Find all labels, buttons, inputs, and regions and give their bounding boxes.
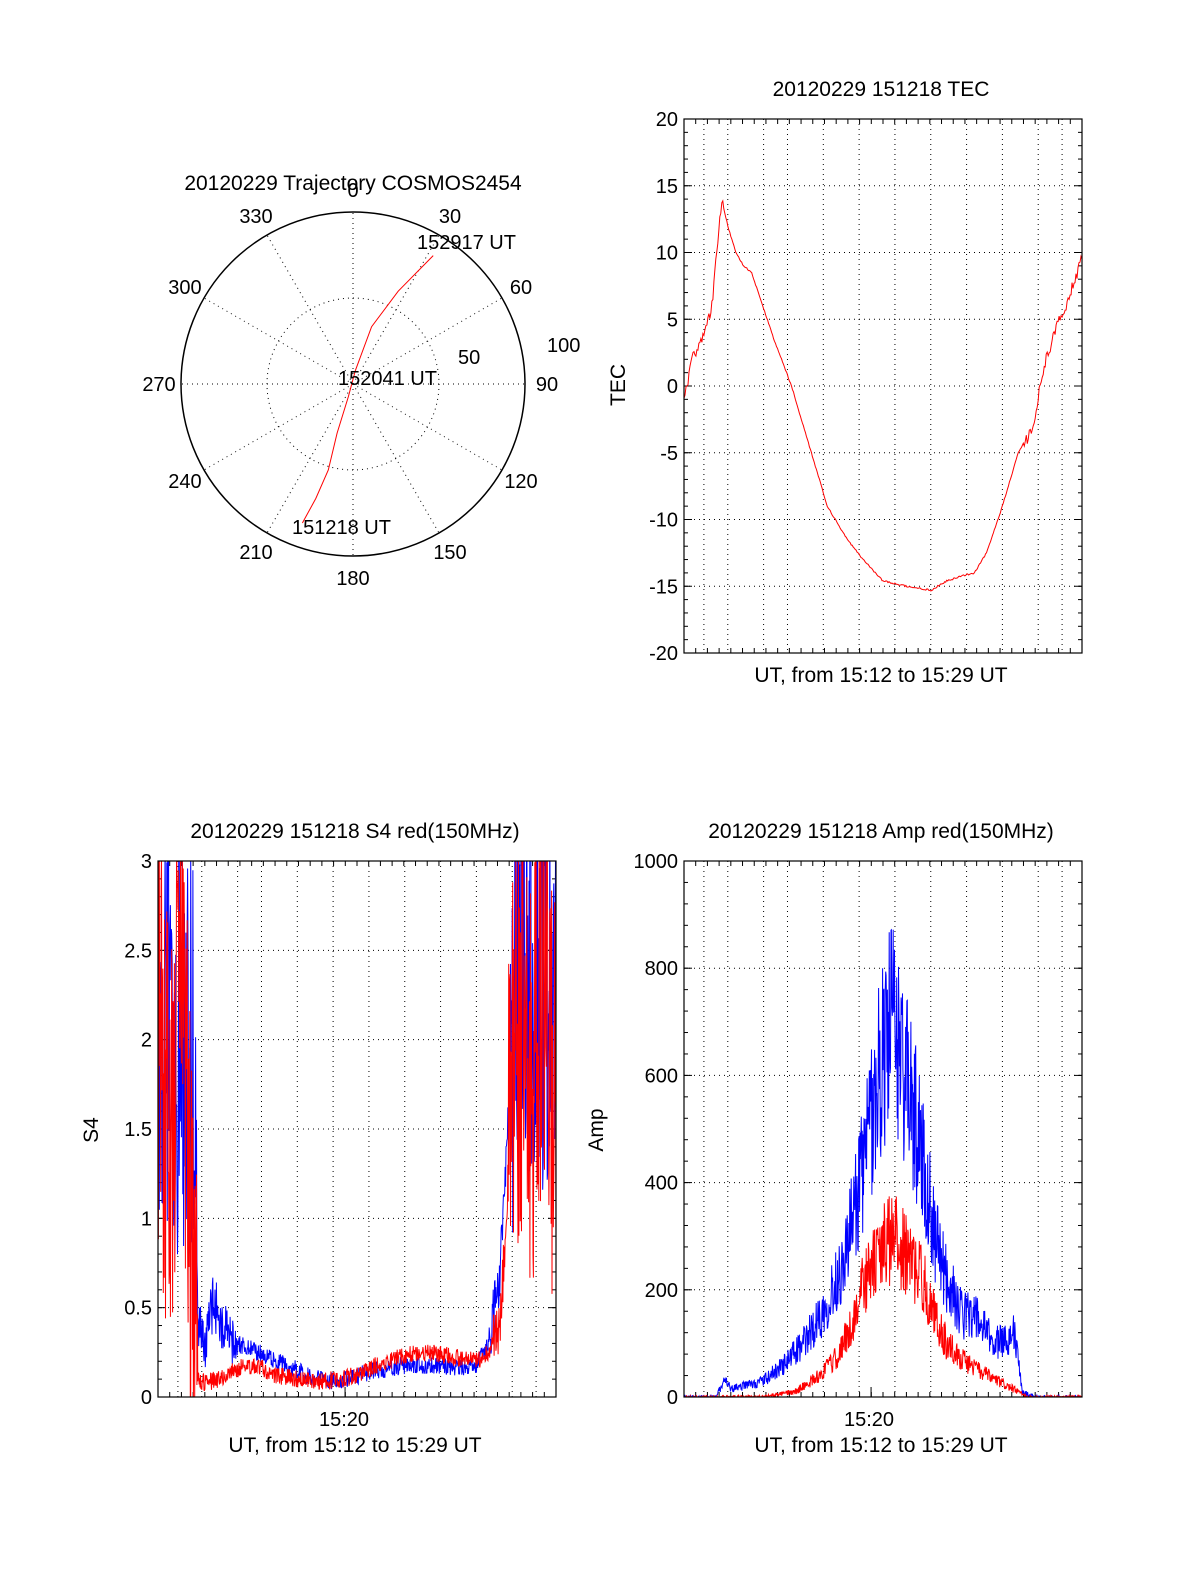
y-tick-label: -5 [660,443,678,465]
chart-title: 20120229 151218 S4 red(150MHz) [190,820,519,843]
annotation-end-time: 152917 UT [417,232,516,254]
y-tick-label: 0.5 [124,1298,152,1320]
y-tick-label: 1000 [634,851,679,873]
y-tick-label: 3 [141,851,152,873]
series-line-blue [158,861,556,1390]
axes-frame [683,860,1083,1398]
axes-frame [157,860,557,1398]
y-tick-label: 2 [141,1030,152,1052]
azimuth-label: 300 [168,277,201,299]
annotation-mid-time: 152041 UT [338,368,437,390]
trajectory-chart: 20120229 Trajectory COSMOS2454 0 30 60 90 12… [142,172,580,590]
gridline-spoke [203,297,354,385]
gridline-spoke [266,383,354,534]
series-line-blue [684,928,1082,1397]
azimuth-label: 240 [168,471,201,493]
y-tick-label: 0 [667,1387,678,1409]
y-tick-label: 800 [645,958,678,980]
radius-label-50: 50 [458,347,480,369]
gridline-spoke [352,234,440,385]
chart-title: 20120229 Trajectory COSMOS2454 [184,172,522,195]
x-tick-label: 15:20 [844,1409,894,1431]
axes-frame [683,118,1083,654]
series-line-red [684,199,1082,592]
y-tick-label: 20 [656,109,678,131]
x-axis-label: UT, from 15:12 to 15:29 UT [754,664,1007,687]
x-axis-label: UT, from 15:12 to 15:29 UT [754,1434,1007,1457]
s4-chart: 20120229 151218 S4 red(150MHz) 15:20 UT,… [80,820,557,1457]
y-tick-label: -10 [649,510,678,532]
outer-circle [180,211,526,557]
annotation-start-time: 151218 UT [292,517,391,539]
azimuth-label: 210 [239,542,272,564]
series-group [684,928,1082,1397]
azimuth-label: 120 [504,471,537,493]
y-tick-label: 200 [645,1280,678,1302]
x-tick-label: 15:20 [319,1409,369,1431]
series-group [158,861,556,1397]
tec-chart: 20120229 151218 TEC UT, from 15:12 to 15… [607,78,1083,687]
series-group [684,199,1082,592]
azimuth-label: 90 [536,374,558,396]
y-tick-label: 400 [645,1173,678,1195]
gridline-spoke [352,297,503,385]
y-tick-label: 0 [141,1387,152,1409]
azimuth-labels: 0 30 60 90 120 150 180 210 240 270 300 330 [142,180,558,590]
azimuth-label: 0 [347,180,358,202]
y-axis-label: S4 [80,1117,103,1143]
series-line-red [158,861,556,1397]
chart-title: 20120229 151218 Amp red(150MHz) [708,820,1054,843]
y-tick-label: 0 [667,376,678,398]
y-tick-label: 5 [667,309,678,331]
amp-chart: 20120229 151218 Amp red(150MHz) 15:20 UT… [585,820,1083,1457]
y-tick-label: -20 [649,643,678,665]
y-tick-label: -15 [649,576,678,598]
chart-title: 20120229 151218 TEC [773,78,990,101]
y-tick-label: 2.5 [124,940,152,962]
plot-area [684,119,1082,653]
y-axis-label: TEC [607,364,630,406]
trajectory-series-line [301,255,434,524]
plot-area [158,861,556,1397]
y-tick-label: 600 [645,1065,678,1087]
azimuth-label: 270 [142,374,175,396]
gridline-spoke [266,234,354,385]
y-tick-label: 1.5 [124,1119,152,1141]
azimuth-label: 150 [433,542,466,564]
y-tick-label: 1 [141,1208,152,1230]
azimuth-label: 180 [336,568,369,590]
x-axis-label: UT, from 15:12 to 15:29 UT [228,1434,481,1457]
plot-area [684,861,1082,1397]
y-axis-label: Amp [585,1108,608,1151]
azimuth-label: 60 [510,277,532,299]
gridline-spoke [203,383,354,471]
gridline-spoke [352,383,440,534]
gridline-spoke [352,383,503,471]
y-tick-label: 15 [656,176,678,198]
polar-grid [180,211,526,557]
y-tick-label: 10 [656,243,678,265]
azimuth-label: 30 [439,206,461,228]
radius-label-100: 100 [547,335,580,357]
azimuth-label: 330 [239,206,272,228]
series-line-red [684,1196,1082,1397]
